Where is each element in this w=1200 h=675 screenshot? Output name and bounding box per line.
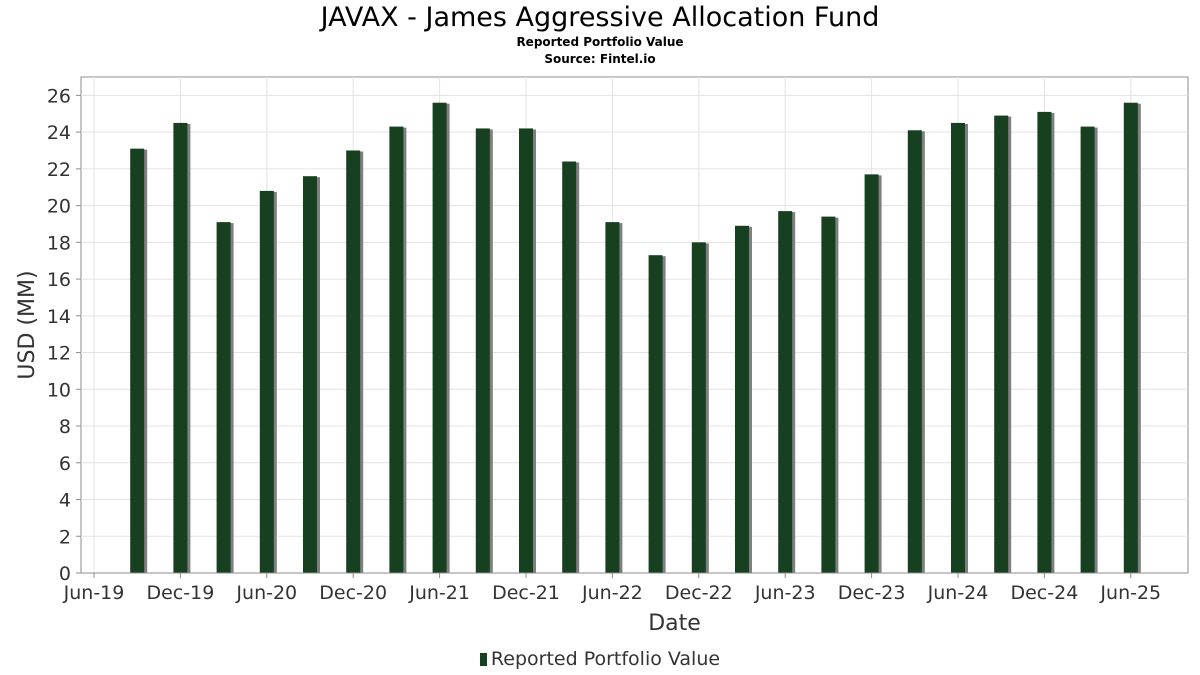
x-tick-label: Jun-21	[408, 582, 470, 604]
x-tick-label: Jun-19	[63, 582, 125, 604]
bar	[130, 148, 145, 573]
x-tick-label: Jun-22	[581, 582, 643, 604]
bar	[648, 255, 663, 573]
bar	[173, 122, 188, 573]
bar	[346, 150, 361, 573]
y-tick-label: 24	[47, 122, 71, 144]
bar	[951, 122, 965, 573]
legend: Reported Portfolio Value	[0, 648, 1200, 670]
bar	[864, 174, 879, 573]
bar	[907, 130, 922, 573]
legend-swatch	[479, 653, 487, 666]
bar	[735, 225, 749, 574]
x-tick-label: Jun-25	[1099, 582, 1161, 604]
bar	[475, 128, 490, 573]
bar	[562, 161, 577, 573]
y-tick-label: 8	[59, 416, 71, 438]
bar	[994, 115, 1009, 574]
y-tick-label: 22	[47, 159, 71, 181]
y-tick-label: 26	[47, 85, 71, 107]
y-tick-label: 2	[59, 526, 71, 548]
x-tick-label: Dec-19	[146, 582, 214, 604]
bar	[432, 102, 447, 574]
chart-subtitle: Reported Portfolio Value	[516, 35, 684, 49]
y-tick-label: 16	[47, 269, 71, 291]
y-tick-label: 6	[59, 453, 71, 475]
chart-source: Source: Fintel.io	[544, 52, 656, 66]
plot-area	[80, 76, 1189, 574]
bar	[216, 222, 231, 574]
x-tick-label: Dec-24	[1010, 582, 1078, 604]
y-tick-label: 0	[59, 563, 71, 585]
bar	[605, 222, 620, 574]
bar	[1037, 111, 1052, 574]
x-tick-label: Jun-23	[754, 582, 816, 604]
x-tick-label: Dec-23	[838, 582, 906, 604]
y-tick-label: 12	[47, 343, 71, 365]
x-tick-label: Dec-21	[492, 582, 560, 604]
bar	[821, 216, 836, 574]
y-tick-label: 18	[47, 232, 71, 254]
y-tick-label: 20	[47, 196, 71, 218]
y-tick-label: 14	[47, 306, 71, 328]
y-tick-label: 10	[47, 379, 71, 401]
bar	[303, 176, 317, 573]
chart-title: JAVAX - James Aggressive Allocation Fund	[320, 2, 880, 33]
y-tick-label: 4	[59, 490, 71, 512]
bar	[519, 128, 533, 573]
x-tick-label: Dec-20	[319, 582, 387, 604]
bar	[1123, 102, 1138, 574]
bar	[1080, 126, 1095, 573]
x-tick-label: Dec-22	[665, 582, 733, 604]
bar	[691, 242, 706, 574]
bar	[778, 211, 793, 573]
y-axis-title: USD (MM)	[15, 270, 40, 379]
bar	[259, 190, 274, 573]
x-tick-label: Jun-20	[235, 582, 297, 604]
bar	[389, 126, 404, 573]
legend-label: Reported Portfolio Value	[490, 648, 721, 670]
x-tick-label: Jun-24	[927, 582, 989, 604]
x-axis-title: Date	[648, 611, 701, 636]
